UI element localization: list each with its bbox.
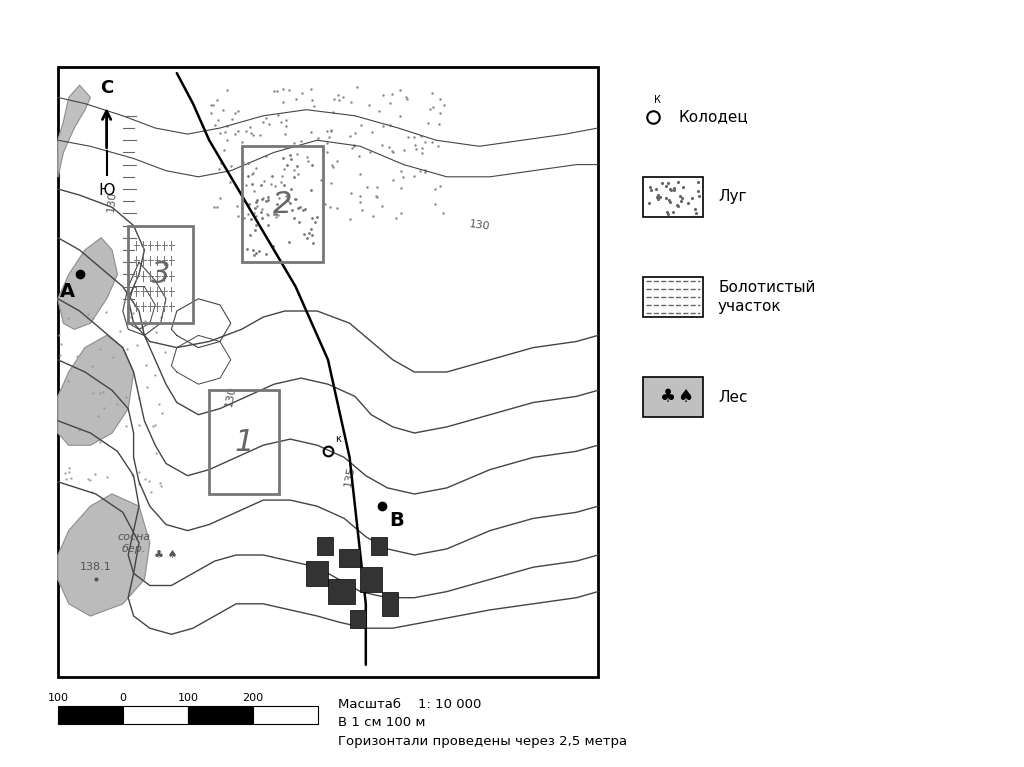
Text: 130: 130 — [468, 219, 490, 232]
Text: 1: 1 — [234, 428, 254, 456]
Text: 130: 130 — [224, 385, 238, 407]
Text: 138.1: 138.1 — [80, 562, 112, 572]
Bar — [58, 67, 598, 677]
Text: С: С — [100, 79, 114, 97]
Text: 0: 0 — [120, 693, 127, 703]
Text: 100: 100 — [177, 693, 199, 703]
Bar — [242, 146, 323, 262]
Bar — [188, 706, 253, 724]
Text: к: к — [335, 434, 341, 444]
Text: Луг: Луг — [718, 189, 746, 205]
Text: 3: 3 — [151, 260, 170, 289]
Text: Масштаб    1: 10 000: Масштаб 1: 10 000 — [338, 699, 481, 712]
Text: В 1 см 100 м: В 1 см 100 м — [338, 716, 426, 729]
Text: ♠: ♠ — [677, 388, 693, 406]
Text: ♣ ♠: ♣ ♠ — [155, 550, 178, 560]
Text: Болотистый
участок: Болотистый участок — [718, 280, 815, 314]
Bar — [360, 568, 382, 591]
Bar — [317, 537, 334, 555]
Bar — [58, 706, 123, 724]
Text: 200: 200 — [243, 693, 263, 703]
Text: сосна
бер.: сосна бер. — [117, 532, 151, 554]
Bar — [643, 377, 703, 417]
Text: 135: 135 — [343, 465, 356, 487]
Text: А: А — [60, 282, 75, 301]
Bar — [209, 390, 280, 494]
Text: Колодец: Колодец — [678, 110, 748, 124]
Text: Лес: Лес — [718, 390, 748, 404]
Text: Горизонтали проведены через 2,5 метра: Горизонтали проведены через 2,5 метра — [338, 735, 627, 748]
Bar — [306, 561, 328, 585]
Text: В: В — [389, 511, 404, 530]
Bar — [253, 706, 318, 724]
Bar — [128, 225, 193, 323]
Polygon shape — [58, 238, 118, 329]
Text: 130: 130 — [106, 190, 118, 212]
Bar — [371, 537, 387, 555]
Text: 2: 2 — [272, 189, 292, 219]
Bar — [328, 579, 355, 604]
Bar — [339, 549, 360, 568]
Bar — [349, 610, 366, 628]
Bar — [643, 277, 703, 317]
Bar — [643, 177, 703, 217]
Polygon shape — [58, 494, 150, 616]
Text: К: К — [653, 95, 660, 105]
Text: Ю: Ю — [98, 183, 115, 198]
Text: 100: 100 — [47, 693, 69, 703]
Bar — [382, 591, 398, 616]
Bar — [123, 706, 188, 724]
Text: ♣: ♣ — [659, 388, 676, 406]
Polygon shape — [58, 335, 133, 445]
Polygon shape — [58, 85, 90, 177]
